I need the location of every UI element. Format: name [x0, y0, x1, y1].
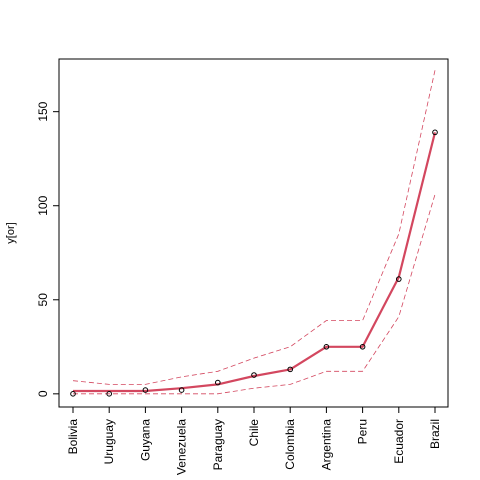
x-tick-label: Peru	[356, 419, 370, 444]
x-tick-label: Uruguay	[102, 419, 116, 464]
y-tick-label: 150	[36, 101, 50, 121]
x-tick-label: Ecuador	[392, 419, 406, 464]
fit-line	[73, 132, 437, 393]
plot-area-frame	[58, 58, 449, 408]
data-point	[359, 344, 366, 350]
x-tick-label: Paraguay	[211, 419, 225, 470]
fit-line-group	[73, 132, 437, 393]
data-point	[396, 276, 402, 282]
y-axis: 0 50 100 150	[36, 101, 59, 397]
x-axis: Bolivia Uruguay Guyana Venezuela Paraguay Chi…	[66, 407, 442, 475]
data-point	[215, 379, 221, 386]
data-point	[142, 387, 149, 393]
x-tick-label: Venezuela	[175, 419, 189, 475]
y-tick-label: 0	[36, 390, 50, 397]
x-tick-label: Chile	[247, 419, 261, 447]
y-tick-label: 100	[36, 195, 50, 215]
x-tick-label: Brazil	[428, 419, 442, 449]
data-point	[70, 391, 76, 397]
data-point	[178, 387, 185, 393]
x-tick-label: Bolivia	[66, 419, 80, 455]
data-point	[287, 366, 294, 373]
y-tick-label: 50	[36, 293, 50, 307]
data-point	[106, 391, 112, 397]
x-tick-label: Colombia	[283, 419, 297, 470]
data-points	[70, 129, 438, 397]
confidence-bands	[72, 70, 436, 395]
upper-band-line	[72, 70, 436, 385]
data-point	[432, 129, 438, 136]
data-point	[323, 344, 330, 350]
x-tick-label: Argentina	[319, 419, 333, 471]
x-tick-label: Guyana	[138, 419, 152, 461]
y-axis-label: y[or]	[5, 222, 17, 243]
data-point	[251, 372, 257, 378]
lower-band-line	[73, 194, 436, 395]
